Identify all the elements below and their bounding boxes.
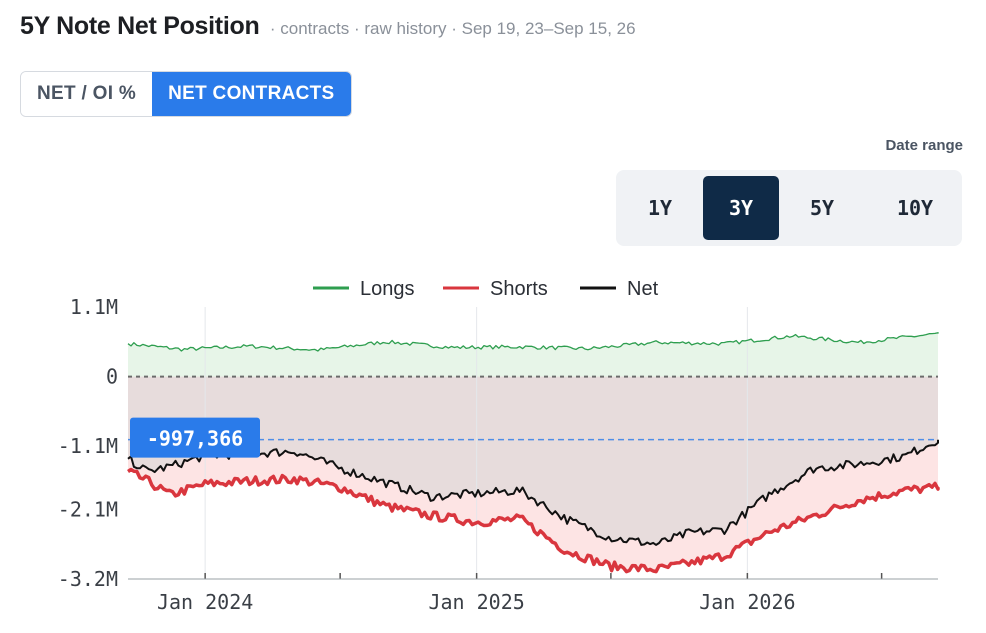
net-oi-percent-button[interactable]: NET / OI % — [21, 72, 153, 116]
y-tick-label-3: -2.1M — [58, 497, 118, 521]
position-chart: 1.1M 0 -1.1M -2.1M -3.2M Jan 2024 Jan 2025 Jan … — [58, 278, 940, 614]
y-tick-label-0: 1.1M — [70, 295, 118, 319]
shorts-area-fill — [128, 439, 938, 572]
net-line — [127, 439, 939, 546]
net-contracts-button[interactable]: NET CONTRACTS — [152, 72, 351, 116]
chart-title: 5Y Note Net Position — [20, 12, 260, 40]
y-tick-label-4: -3.2M — [58, 567, 118, 591]
view-toggle: NET / OI % NET CONTRACTS — [20, 71, 352, 117]
range-5y-button[interactable]: 5Y — [809, 196, 835, 220]
y-tick-label-1: 0 — [106, 365, 118, 389]
x-tick-label-1: Jan 2025 — [428, 590, 524, 614]
date-range-label: Date range — [885, 137, 963, 154]
badge-value: -997,366 — [147, 427, 243, 451]
x-tick-label-0: Jan 2024 — [157, 590, 253, 614]
net-area-fill — [128, 376, 938, 545]
legend-label-net: Net — [627, 278, 659, 300]
date-range-selector: 1Y 3Y 5Y 10Y — [616, 170, 962, 246]
chart-header: 5Y Note Net Position · contracts · raw h… — [20, 12, 636, 41]
legend-label-shorts: Shorts — [490, 278, 548, 300]
shorts-line — [127, 467, 940, 574]
longs-line — [127, 332, 939, 352]
chart-subtitle: · contracts · raw history · Sep 19, 23–S… — [269, 19, 636, 38]
badge-background — [130, 417, 260, 458]
x-tick-label-2: Jan 2026 — [699, 590, 795, 614]
y-tick-label-2: -1.1M — [58, 434, 118, 458]
legend-label-longs: Longs — [360, 278, 415, 300]
range-1y-button[interactable]: 1Y — [647, 196, 673, 220]
current-value-badge: -997,366 — [130, 417, 260, 458]
longs-area-fill — [128, 332, 938, 377]
range-3y-button[interactable]: 3Y — [703, 176, 779, 240]
range-10y-button[interactable]: 10Y — [896, 196, 934, 220]
